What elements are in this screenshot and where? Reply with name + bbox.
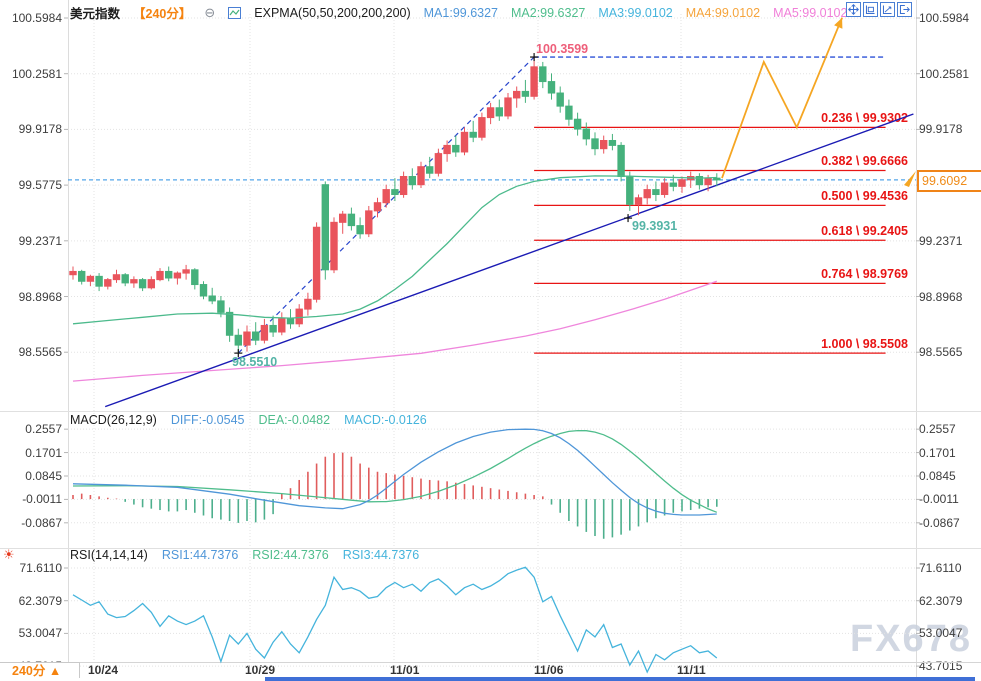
axis-tick: 0.1701: [25, 446, 62, 460]
date-axis-separator: [0, 662, 981, 663]
axis-tick: 71.6110: [19, 561, 63, 575]
axis-tick: 98.8968: [919, 290, 963, 304]
rsi-name[interactable]: RSI(14,14,14): [70, 548, 148, 562]
rsi2-value: RSI2:44.7376: [252, 548, 329, 562]
chart-header: 美元指数 【240分】 ⊖ EXPMA(50,50,200,200,200) M…: [70, 3, 847, 22]
date-label: 11/01: [390, 663, 420, 677]
fib-label[interactable]: 0.236 \ 99.9302: [821, 111, 908, 125]
macd-diff-value: DIFF:-0.0545: [170, 413, 245, 427]
indicator-icon[interactable]: [228, 6, 242, 19]
chart-toolbar: [846, 2, 912, 17]
axis-tick: 99.2371: [919, 234, 963, 248]
axis-tick: 99.9178: [18, 122, 62, 136]
macd-macd-value: MACD:-0.0126: [344, 413, 427, 427]
axis-tick: 62.3079: [919, 594, 963, 608]
axis-tick: -0.0867: [21, 516, 62, 530]
horizontal-scrollbar[interactable]: [265, 677, 975, 681]
alert-sun-icon[interactable]: ☀: [3, 547, 15, 562]
macd-header: MACD(26,12,9) DIFF:-0.0545 DEA:-0.0482 M…: [70, 413, 427, 427]
indicator-label: EXPMA(50,50,200,200,200): [254, 5, 411, 20]
macd-name[interactable]: MACD(26,12,9): [70, 413, 157, 427]
axis-tick: 0.0845: [919, 469, 956, 483]
fib-label[interactable]: 0.500 \ 99.4536: [821, 189, 908, 203]
macd-dea-value: DEA:-0.0482: [258, 413, 331, 427]
period-selector[interactable]: 240分 ▲: [0, 662, 80, 678]
macd-rsi-separator: [0, 548, 981, 549]
axis-tick: 100.2581: [919, 67, 970, 81]
axis-tick: 100.5984: [11, 11, 62, 25]
axis-tick: -0.0867: [919, 516, 960, 530]
date-label: 11/06: [534, 663, 564, 677]
pullback-low-annotation: 99.3931: [632, 219, 678, 233]
ma1-value: MA1:99.6327: [423, 5, 498, 20]
right-axis-border: [916, 0, 917, 677]
axis-tick: 0.2557: [25, 422, 62, 436]
collapse-icon[interactable]: ⊖: [204, 4, 216, 20]
axis-tick: 53.0047: [919, 626, 963, 640]
axis-tick: 62.3079: [18, 594, 62, 608]
axis-tick: 99.2371: [18, 234, 62, 248]
date-label: 10/29: [245, 663, 276, 677]
axis-tick: 99.9178: [919, 122, 963, 136]
period-label[interactable]: 【240分】: [133, 7, 192, 21]
ma5-value: MA5:99.0102: [773, 5, 848, 20]
fib-label[interactable]: 0.618 \ 99.2405: [821, 224, 908, 238]
rsi3-value: RSI3:44.7376: [342, 548, 420, 562]
axis-tick: 71.6110: [919, 561, 962, 575]
axis-tick: 100.5984: [919, 11, 970, 25]
trend-line-icon[interactable]: [880, 2, 895, 17]
axis-tick: 98.5565: [919, 345, 963, 359]
rsi-header: RSI(14,14,14) RSI1:44.7376 RSI2:44.7376 …: [70, 548, 419, 562]
axis-tick: 98.5565: [18, 345, 62, 359]
axis-tick: 53.0047: [18, 626, 62, 640]
fib-label[interactable]: 1.000 \ 98.5508: [821, 337, 908, 351]
current-price-tag: 99.6092: [917, 170, 981, 192]
peak-price-annotation: 100.3599: [536, 42, 589, 56]
axis-tick: 100.2581: [11, 67, 62, 81]
ma2-value: MA2:99.6327: [511, 5, 586, 20]
main-macd-separator: [0, 411, 981, 412]
symbol-title: 美元指数: [70, 7, 121, 21]
axis-tick: 0.0845: [25, 469, 62, 483]
ma4-value: MA4:99.0102: [685, 5, 761, 20]
pan-icon[interactable]: [846, 2, 861, 17]
axis-tick: 0.2557: [919, 422, 956, 436]
axis-tick: 99.5775: [18, 178, 62, 192]
watermark: FX678: [850, 618, 972, 660]
zoom-area-icon[interactable]: [863, 2, 878, 17]
ma3-value: MA3:99.0102: [598, 5, 673, 20]
exit-icon[interactable]: [897, 2, 912, 17]
fib-label[interactable]: 0.382 \ 99.6666: [821, 154, 908, 168]
axis-tick: -0.0011: [919, 492, 959, 506]
swing-low-annotation: 98.5510: [232, 355, 278, 369]
rsi1-value: RSI1:44.7376: [161, 548, 239, 562]
axis-tick: 98.8968: [18, 290, 62, 304]
fib-label[interactable]: 0.764 \ 98.9769: [821, 267, 908, 281]
axis-tick: -0.0011: [22, 492, 62, 506]
left-axis-border: [68, 0, 69, 677]
axis-tick: 0.1701: [919, 446, 956, 460]
